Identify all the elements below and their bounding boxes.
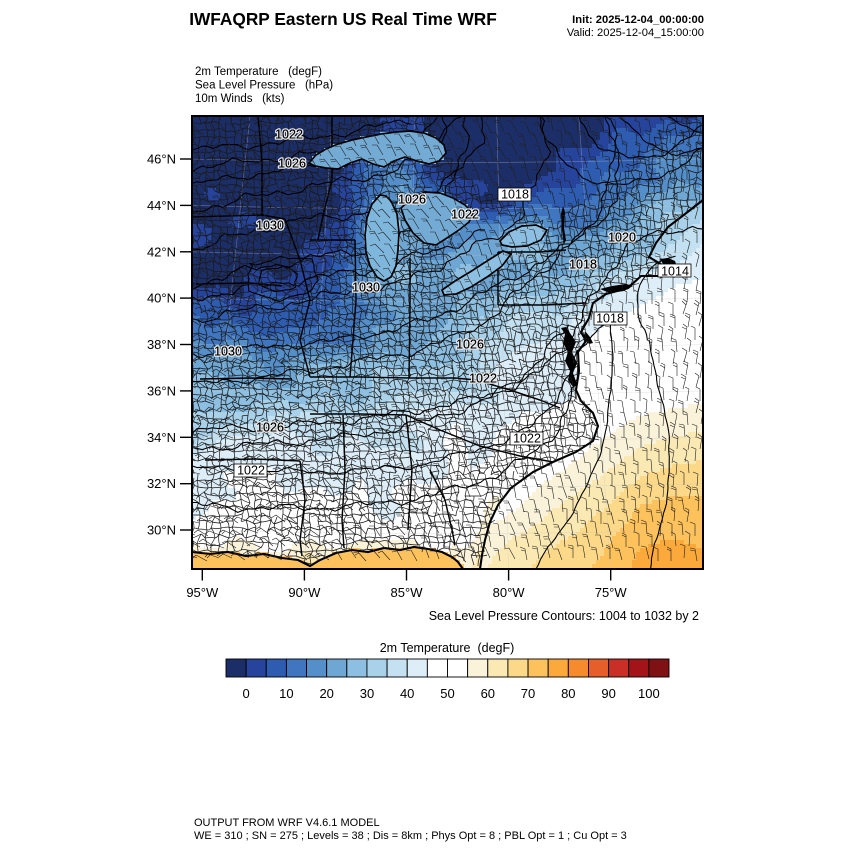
svg-text:80: 80	[561, 686, 575, 701]
svg-text:30: 30	[360, 686, 374, 701]
svg-text:50: 50	[440, 686, 454, 701]
svg-text:1018: 1018	[501, 188, 529, 202]
svg-text:Valid: 2025-12-04_15:00:00: Valid: 2025-12-04_15:00:00	[567, 27, 704, 39]
svg-text:40°N: 40°N	[147, 291, 176, 306]
svg-text:1020: 1020	[608, 231, 636, 245]
svg-text:20: 20	[319, 686, 333, 701]
svg-text:100: 100	[638, 686, 660, 701]
svg-text:1030: 1030	[256, 219, 284, 233]
svg-text:Init: 2025-12-04_00:00:00: Init: 2025-12-04_00:00:00	[572, 14, 704, 26]
svg-text:OUTPUT FROM WRF V4.6.1 MODEL: OUTPUT FROM WRF V4.6.1 MODEL	[194, 817, 380, 829]
svg-text:1026: 1026	[456, 338, 484, 352]
svg-text:1030: 1030	[352, 281, 380, 295]
svg-text:1014: 1014	[661, 265, 689, 279]
svg-text:85°W: 85°W	[391, 585, 424, 600]
svg-text:1026: 1026	[398, 193, 426, 207]
svg-text:1022: 1022	[469, 372, 497, 386]
svg-text:30°N: 30°N	[147, 523, 176, 538]
svg-text:2m Temperature (degF): 2m Temperature (degF)	[195, 66, 322, 78]
svg-text:1018: 1018	[569, 258, 597, 272]
svg-text:WE = 310 ; SN = 275 ; Levels =: WE = 310 ; SN = 275 ; Levels = 38 ; Dis …	[194, 830, 627, 842]
svg-text:1026: 1026	[278, 157, 306, 171]
svg-text:IWFAQRP Eastern US Real Time W: IWFAQRP Eastern US Real Time WRF	[189, 9, 497, 29]
svg-text:42°N: 42°N	[147, 244, 176, 259]
svg-text:36°N: 36°N	[147, 383, 176, 398]
svg-text:1022: 1022	[451, 208, 479, 222]
svg-text:34°N: 34°N	[147, 430, 176, 445]
svg-text:1026: 1026	[456, 338, 484, 352]
svg-text:70: 70	[521, 686, 535, 701]
svg-text:1022: 1022	[275, 128, 303, 142]
svg-text:60: 60	[481, 686, 495, 701]
svg-text:1022: 1022	[469, 372, 497, 386]
svg-text:Sea Level Pressure Contours: 1: Sea Level Pressure Contours: 1004 to 103…	[429, 609, 699, 623]
svg-text:0: 0	[242, 686, 249, 701]
svg-text:1030: 1030	[352, 281, 380, 295]
svg-text:1020: 1020	[608, 231, 636, 245]
svg-text:10m Winds (kts): 10m Winds (kts)	[195, 93, 285, 105]
svg-text:1018: 1018	[569, 258, 597, 272]
svg-text:1030: 1030	[256, 219, 284, 233]
svg-text:Sea Level Pressure (hPa): Sea Level Pressure (hPa)	[195, 80, 333, 92]
svg-text:38°N: 38°N	[147, 337, 176, 352]
svg-text:1022: 1022	[513, 432, 541, 446]
svg-text:1022: 1022	[451, 208, 479, 222]
svg-text:1026: 1026	[256, 421, 284, 435]
svg-text:90°W: 90°W	[288, 585, 321, 600]
svg-text:1022: 1022	[275, 128, 303, 142]
svg-text:46°N: 46°N	[147, 152, 176, 167]
svg-text:2m Temperature (degF): 2m Temperature (degF)	[380, 641, 515, 655]
svg-text:1026: 1026	[278, 157, 306, 171]
svg-text:80°W: 80°W	[493, 585, 526, 600]
svg-text:90: 90	[601, 686, 615, 701]
svg-text:1030: 1030	[214, 345, 242, 359]
svg-text:1022: 1022	[237, 464, 265, 478]
svg-text:44°N: 44°N	[147, 198, 176, 213]
svg-text:32°N: 32°N	[147, 476, 176, 491]
svg-text:10: 10	[279, 686, 293, 701]
svg-text:1026: 1026	[256, 421, 284, 435]
svg-text:1018: 1018	[596, 312, 624, 326]
svg-text:1030: 1030	[214, 345, 242, 359]
svg-text:75°W: 75°W	[595, 585, 628, 600]
svg-text:95°W: 95°W	[186, 585, 219, 600]
svg-text:40: 40	[400, 686, 414, 701]
svg-text:1026: 1026	[398, 193, 426, 207]
